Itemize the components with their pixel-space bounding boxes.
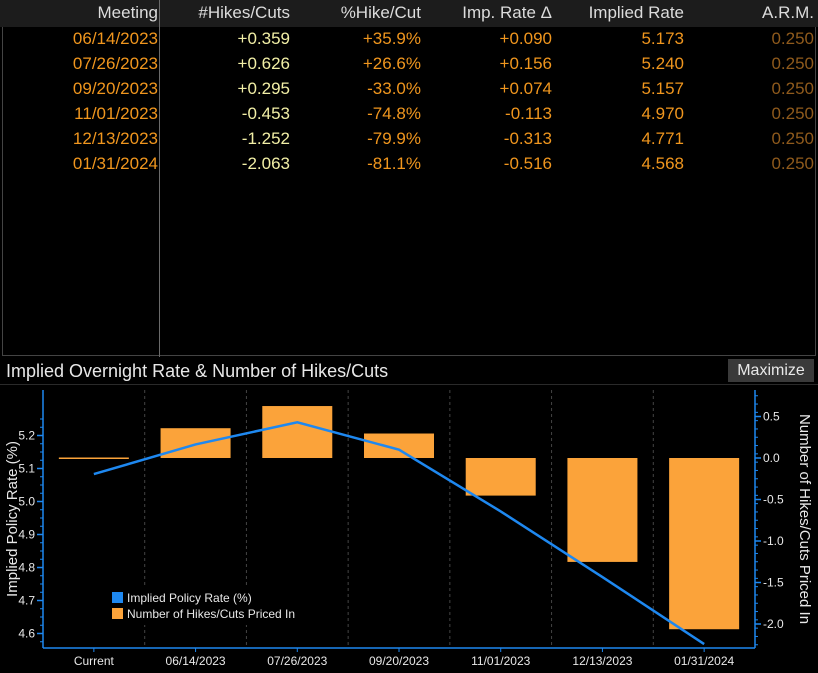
- x-tick-label: 01/31/2024: [674, 654, 734, 668]
- header-arm[interactable]: A.R.M.: [762, 3, 814, 22]
- cell-meeting: 11/01/2023: [74, 104, 158, 123]
- bar: [58, 457, 129, 459]
- table-frame: [2, 27, 816, 356]
- left-axis-title: Implied Policy Rate (%): [4, 441, 21, 597]
- cell-arm: 0.250: [771, 29, 814, 48]
- rate-line: [93, 421, 705, 646]
- chart-title: Implied Overnight Rate & Number of Hikes…: [6, 361, 389, 381]
- bar: [160, 428, 231, 458]
- left-tick-label: 5.2: [18, 429, 35, 443]
- right-tick-label: -1.5: [763, 576, 784, 590]
- left-tick-label: 5.0: [18, 495, 35, 509]
- cell-meeting: 07/26/2023: [72, 54, 158, 73]
- cell-rate: 4.771: [641, 129, 684, 148]
- cell-rate: 5.240: [641, 54, 684, 73]
- cell-pct: +35.9%: [362, 29, 421, 48]
- cell-meeting: 01/31/2024: [72, 154, 158, 173]
- cell-hikes: +0.626: [237, 54, 290, 73]
- cell-imp: -0.313: [503, 129, 552, 148]
- bar: [669, 458, 740, 630]
- cell-rate: 5.157: [641, 79, 684, 98]
- legend-label-hikes: Number of Hikes/Cuts Priced In: [127, 607, 295, 621]
- header-implied-rate[interactable]: Implied Rate: [588, 3, 684, 22]
- table-header: Meeting #Hikes/Cuts %Hike/Cut Imp. Rate …: [0, 0, 818, 27]
- legend-label-rate: Implied Policy Rate (%): [127, 591, 252, 605]
- bar: [364, 433, 434, 458]
- cell-imp: +0.074: [499, 79, 552, 98]
- bar: [262, 406, 333, 458]
- right-tick-label: 0.5: [763, 410, 780, 424]
- left-tick-label: 4.8: [18, 561, 35, 575]
- right-tick-label: 0.0: [763, 451, 780, 465]
- x-tick-label: 11/01/2023: [471, 654, 530, 668]
- cell-pct: -79.9%: [367, 129, 421, 148]
- legend-swatch-hikes: [112, 608, 123, 619]
- x-tick-label: 12/13/2023: [572, 654, 632, 668]
- x-tick-label: 09/20/2023: [369, 654, 429, 668]
- cell-pct: -74.8%: [367, 104, 421, 123]
- maximize-button[interactable]: Maximize: [728, 359, 814, 382]
- cell-imp: -0.113: [505, 104, 552, 123]
- right-tick-label: -0.5: [763, 493, 784, 507]
- cell-meeting: 09/20/2023: [72, 79, 158, 98]
- bar: [465, 458, 536, 496]
- cell-pct: -33.0%: [367, 79, 421, 98]
- cell-hikes: +0.359: [237, 29, 290, 48]
- cell-pct: -81.1%: [367, 154, 421, 173]
- left-tick-label: 4.7: [18, 594, 35, 608]
- cell-meeting: 12/13/2023: [72, 129, 158, 148]
- cell-rate: 4.568: [641, 154, 684, 173]
- cell-imp: -0.516: [503, 154, 552, 173]
- x-tick-label: 06/14/2023: [166, 654, 226, 668]
- cell-arm: 0.250: [771, 79, 814, 98]
- cell-arm: 0.250: [771, 154, 814, 173]
- cell-arm: 0.250: [771, 129, 814, 148]
- cell-hikes: -2.063: [241, 154, 290, 173]
- meeting-table: Meeting #Hikes/Cuts %Hike/Cut Imp. Rate …: [0, 0, 818, 357]
- cell-meeting: 06/14/2023: [72, 29, 158, 48]
- cell-hikes: -1.252: [241, 129, 290, 148]
- cell-imp: +0.156: [499, 54, 552, 73]
- right-axis-title: Number of Hikes/Cuts Priced In: [796, 414, 813, 624]
- legend-box: [107, 588, 335, 625]
- cell-pct: +26.6%: [362, 54, 421, 73]
- left-tick-label: 5.1: [18, 462, 35, 476]
- cell-arm: 0.250: [771, 54, 814, 73]
- cell-hikes: +0.295: [237, 79, 290, 98]
- column-divider: [159, 0, 160, 357]
- cell-arm: 0.250: [771, 104, 814, 123]
- header-meeting[interactable]: Meeting: [97, 3, 158, 22]
- cell-imp: +0.090: [499, 29, 552, 48]
- header-hikes-cuts[interactable]: #Hikes/Cuts: [198, 3, 290, 22]
- chart-divider: [0, 384, 818, 385]
- left-tick-label: 4.9: [18, 528, 35, 542]
- cell-hikes: -0.453: [241, 104, 290, 123]
- header-imp-rate-delta[interactable]: Imp. Rate Δ: [462, 3, 552, 22]
- header-pct-hike-cut[interactable]: %Hike/Cut: [340, 3, 421, 22]
- left-tick-label: 4.6: [18, 627, 35, 641]
- x-tick-label: 07/26/2023: [267, 654, 327, 668]
- cell-rate: 4.970: [641, 104, 684, 123]
- cell-rate: 5.173: [641, 29, 684, 48]
- bar: [567, 458, 638, 562]
- x-tick-label: Current: [74, 654, 115, 668]
- right-tick-label: -2.0: [763, 617, 784, 631]
- legend-swatch-rate: [112, 592, 123, 603]
- right-tick-label: -1.0: [763, 534, 784, 548]
